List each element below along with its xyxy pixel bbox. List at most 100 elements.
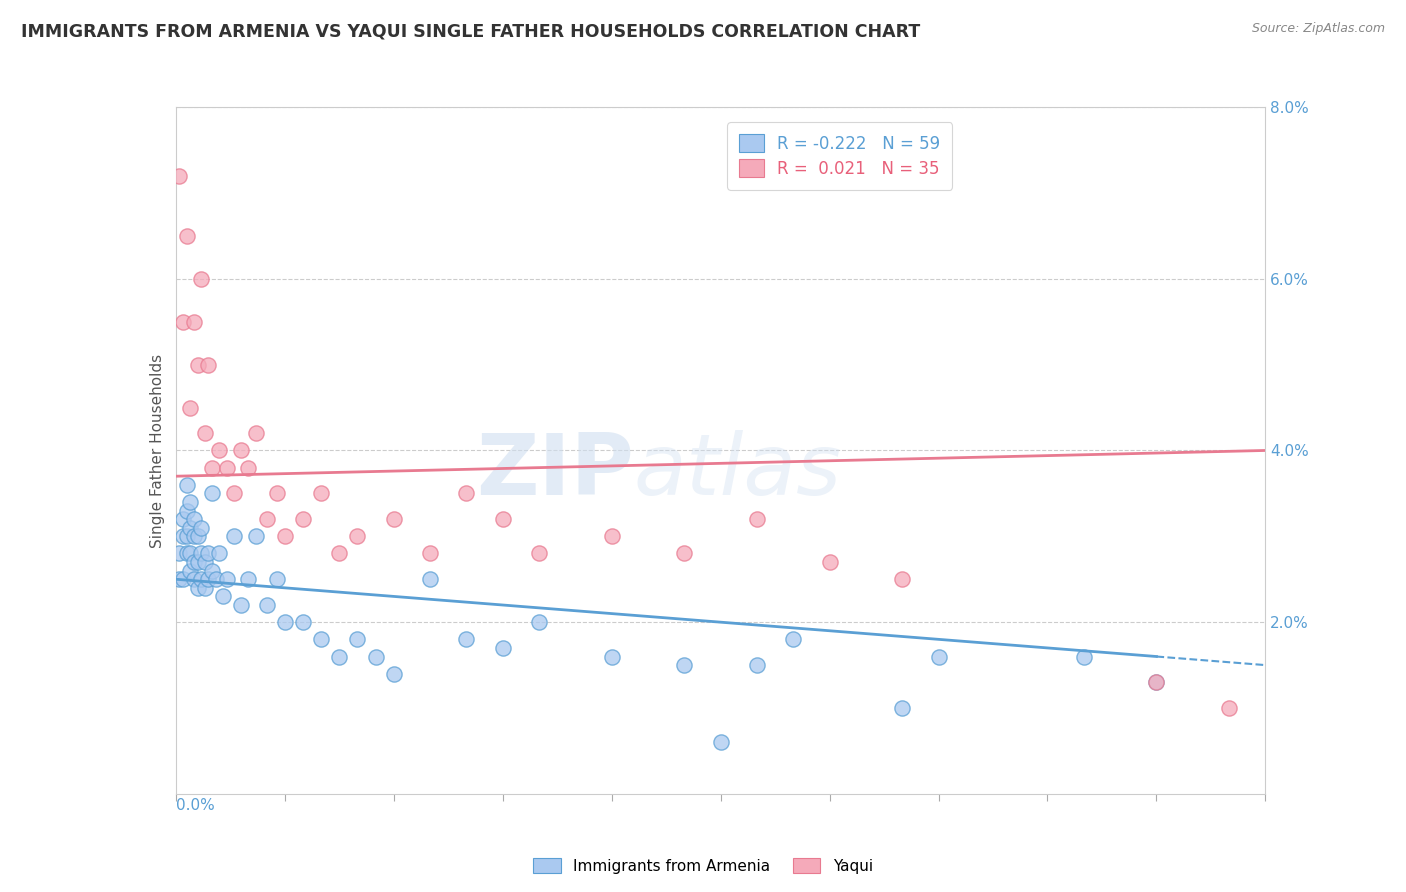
Point xyxy=(291,512,314,526)
Point xyxy=(212,590,235,604)
Point xyxy=(364,649,387,664)
Point xyxy=(215,572,238,586)
Point xyxy=(169,546,191,561)
Point xyxy=(194,555,217,569)
Point xyxy=(710,735,733,749)
Point xyxy=(1073,649,1095,664)
Point xyxy=(291,615,314,630)
Point xyxy=(419,572,441,586)
Point xyxy=(186,581,209,595)
Point xyxy=(179,401,201,415)
Point xyxy=(818,555,841,569)
Point xyxy=(183,512,205,526)
Point xyxy=(176,503,198,517)
Point xyxy=(600,529,623,543)
Point xyxy=(204,572,226,586)
Point xyxy=(309,486,332,500)
Point xyxy=(1146,675,1168,690)
Point xyxy=(197,358,219,372)
Point xyxy=(169,169,191,183)
Point xyxy=(745,658,768,673)
Point xyxy=(190,271,212,285)
Point xyxy=(492,640,515,655)
Point xyxy=(176,228,198,243)
Point xyxy=(179,521,201,535)
Point xyxy=(201,564,224,578)
Point xyxy=(186,358,209,372)
Point xyxy=(179,564,201,578)
Text: Source: ZipAtlas.com: Source: ZipAtlas.com xyxy=(1251,22,1385,36)
Point xyxy=(309,632,332,647)
Text: atlas: atlas xyxy=(633,430,841,513)
Point xyxy=(328,649,350,664)
Point xyxy=(492,512,515,526)
Point xyxy=(1218,701,1240,715)
Point xyxy=(346,632,368,647)
Point xyxy=(231,598,253,612)
Point xyxy=(194,581,217,595)
Point xyxy=(328,546,350,561)
Point xyxy=(179,495,201,509)
Point xyxy=(527,615,550,630)
Point xyxy=(201,460,224,475)
Point xyxy=(183,529,205,543)
Point xyxy=(186,555,209,569)
Point xyxy=(238,572,260,586)
Point xyxy=(274,615,297,630)
Point xyxy=(222,486,245,500)
Point xyxy=(456,486,478,500)
Point xyxy=(245,426,267,441)
Text: 0.0%: 0.0% xyxy=(176,798,215,813)
Y-axis label: Single Father Households: Single Father Households xyxy=(149,353,165,548)
Point xyxy=(456,632,478,647)
Point xyxy=(190,546,212,561)
Point xyxy=(186,529,209,543)
Text: IMMIGRANTS FROM ARMENIA VS YAQUI SINGLE FATHER HOUSEHOLDS CORRELATION CHART: IMMIGRANTS FROM ARMENIA VS YAQUI SINGLE … xyxy=(21,22,921,40)
Point xyxy=(201,486,224,500)
Point xyxy=(256,512,278,526)
Point xyxy=(256,598,278,612)
Point xyxy=(1146,675,1168,690)
Point xyxy=(176,478,198,492)
Point xyxy=(346,529,368,543)
Point xyxy=(891,572,914,586)
Point xyxy=(382,512,405,526)
Point xyxy=(190,572,212,586)
Legend: Immigrants from Armenia, Yaqui: Immigrants from Armenia, Yaqui xyxy=(527,852,879,880)
Point xyxy=(891,701,914,715)
Point xyxy=(745,512,768,526)
Point xyxy=(183,315,205,329)
Point xyxy=(194,426,217,441)
Legend: R = -0.222   N = 59, R =  0.021   N = 35: R = -0.222 N = 59, R = 0.021 N = 35 xyxy=(727,122,952,190)
Point xyxy=(172,512,194,526)
Point xyxy=(208,546,231,561)
Point xyxy=(222,529,245,543)
Point xyxy=(197,572,219,586)
Point xyxy=(176,529,198,543)
Point xyxy=(190,521,212,535)
Point xyxy=(231,443,253,458)
Point xyxy=(419,546,441,561)
Point xyxy=(176,546,198,561)
Point xyxy=(179,546,201,561)
Point xyxy=(172,315,194,329)
Point xyxy=(215,460,238,475)
Point xyxy=(673,546,696,561)
Point xyxy=(782,632,804,647)
Point xyxy=(183,555,205,569)
Text: ZIP: ZIP xyxy=(475,430,633,513)
Point xyxy=(169,572,191,586)
Point xyxy=(238,460,260,475)
Point xyxy=(172,572,194,586)
Point xyxy=(600,649,623,664)
Point xyxy=(245,529,267,543)
Point xyxy=(183,572,205,586)
Point xyxy=(208,443,231,458)
Point xyxy=(527,546,550,561)
Point xyxy=(266,486,288,500)
Point xyxy=(172,529,194,543)
Point xyxy=(197,546,219,561)
Point xyxy=(928,649,950,664)
Point xyxy=(673,658,696,673)
Point xyxy=(266,572,288,586)
